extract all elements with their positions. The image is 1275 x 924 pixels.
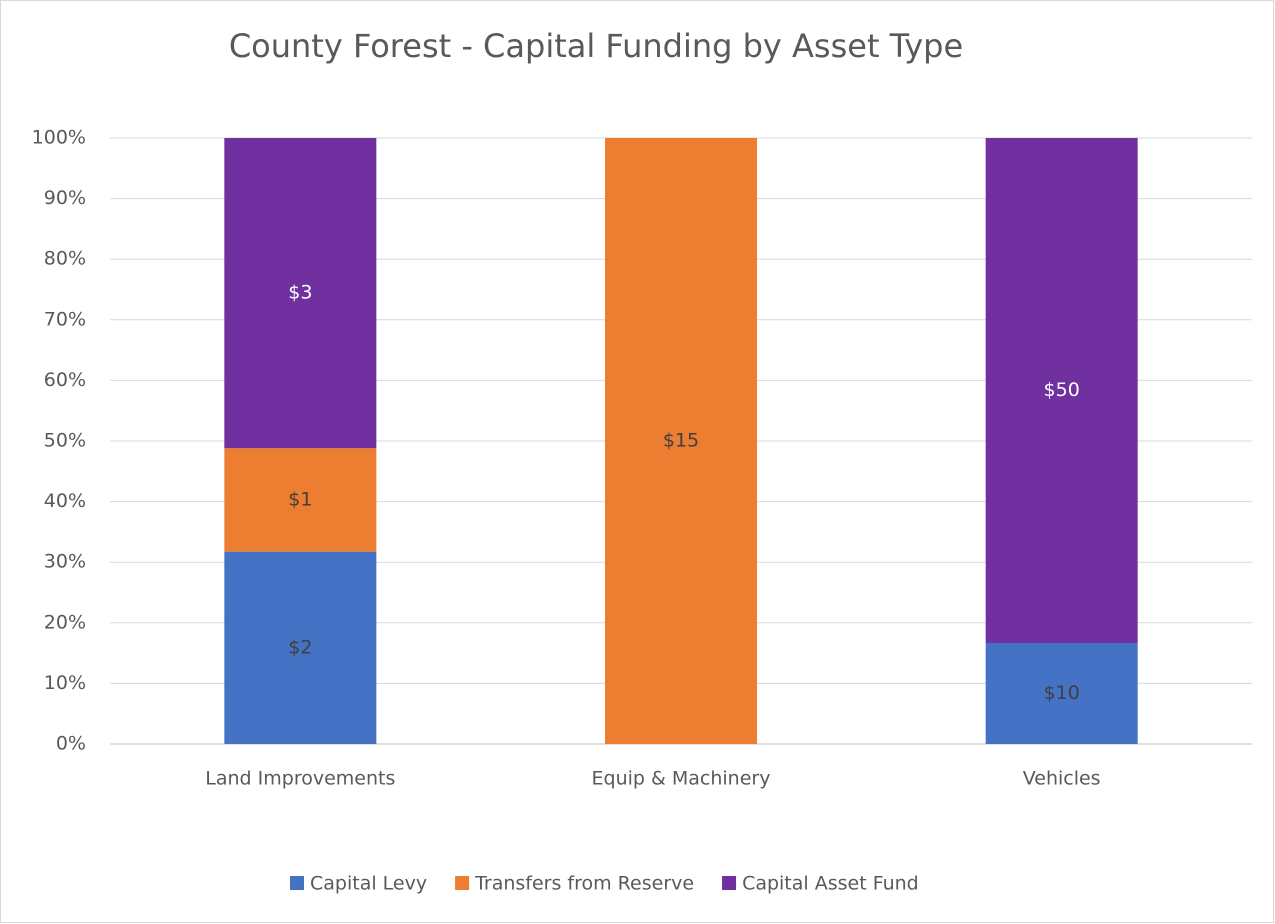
y-tick-label: 0% (56, 733, 86, 755)
bar-segment (605, 138, 757, 744)
data-label: $50 (1044, 379, 1080, 401)
y-tick-label: 20% (44, 611, 86, 633)
x-tick-label: Land Improvements (205, 768, 395, 790)
y-tick-label: 100% (32, 127, 86, 149)
legend-label: Capital Levy (310, 873, 427, 895)
data-label: $1 (288, 488, 312, 510)
y-tick-label: 50% (44, 430, 86, 452)
bar-segment (224, 138, 377, 449)
data-label: $10 (1044, 682, 1080, 704)
legend-label: Capital Asset Fund (742, 873, 919, 895)
y-tick-label: 30% (44, 551, 86, 573)
legend-swatch (290, 876, 304, 890)
x-tick-label: Vehicles (1023, 768, 1101, 790)
bar-segment (224, 551, 377, 744)
y-tick-label: 80% (44, 248, 86, 270)
legend-swatch (722, 876, 737, 890)
data-label: $3 (288, 282, 312, 304)
bar-segment (985, 138, 1138, 643)
bar-segment (985, 643, 1138, 744)
x-tick-label: Equip & Machinery (592, 768, 771, 790)
chart-title: County Forest - Capital Funding by Asset… (229, 27, 963, 65)
legend-label: Transfers from Reserve (474, 873, 694, 895)
y-tick-label: 60% (44, 369, 86, 391)
y-tick-label: 40% (44, 490, 86, 512)
bar-segment (224, 448, 377, 552)
y-tick-label: 70% (44, 308, 86, 330)
y-tick-label: 90% (44, 187, 86, 209)
data-label: $15 (663, 430, 699, 452)
y-tick-label: 10% (44, 672, 86, 694)
data-label: $2 (288, 636, 312, 658)
legend-swatch (455, 876, 470, 890)
